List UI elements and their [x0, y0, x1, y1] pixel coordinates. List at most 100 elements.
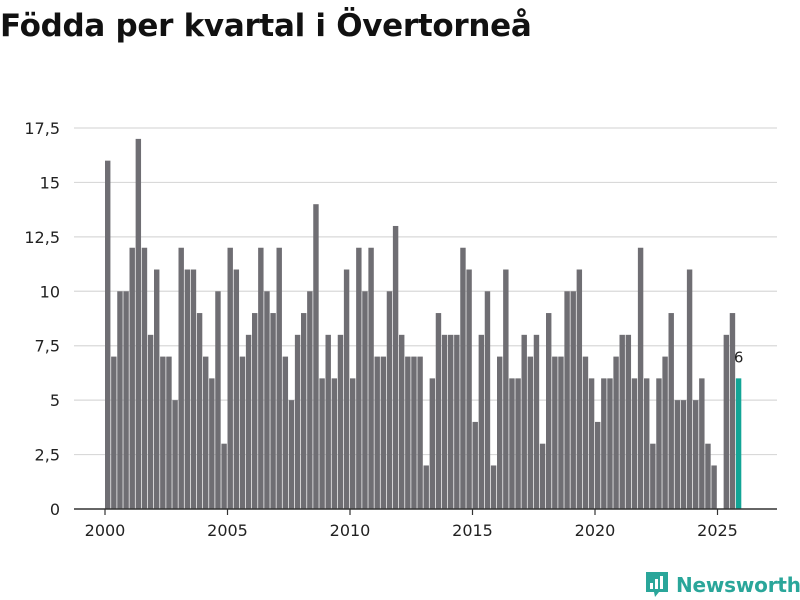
bar — [178, 247, 184, 510]
bar — [215, 291, 221, 509]
bar — [111, 356, 117, 509]
bar — [123, 291, 129, 509]
bar — [233, 269, 240, 509]
bar — [472, 421, 478, 509]
bar — [533, 334, 540, 509]
bar — [337, 334, 344, 509]
bar — [686, 269, 693, 509]
bar — [570, 291, 576, 509]
bars — [105, 138, 742, 510]
bar — [723, 334, 730, 509]
bar — [515, 378, 521, 509]
bar — [509, 378, 515, 509]
bar — [558, 356, 564, 509]
bar — [399, 334, 405, 509]
bar — [595, 421, 601, 509]
bar — [135, 138, 142, 509]
bar — [497, 356, 503, 509]
bar — [729, 313, 736, 509]
bar — [307, 291, 313, 509]
bar — [460, 247, 466, 510]
bar — [392, 225, 399, 509]
bar — [539, 443, 546, 509]
bar — [276, 247, 282, 510]
bar — [552, 356, 558, 509]
bar — [105, 160, 111, 509]
bar — [196, 313, 203, 509]
bar — [435, 313, 442, 509]
bar — [699, 378, 705, 509]
bar — [490, 465, 497, 509]
x-tick-label: 2000 — [85, 521, 126, 540]
bar — [239, 356, 246, 509]
bar — [619, 334, 625, 509]
bar — [129, 247, 135, 510]
bar — [258, 247, 264, 510]
y-tick-label: 5 — [50, 391, 60, 410]
bar — [417, 356, 423, 509]
bar — [644, 378, 650, 509]
bar — [368, 247, 374, 510]
bar — [601, 378, 607, 509]
bar — [637, 247, 644, 510]
bar — [227, 247, 233, 510]
bar — [386, 291, 393, 509]
bar — [411, 356, 417, 509]
bar — [405, 356, 411, 509]
bar — [252, 313, 258, 509]
y-tick-label: 7,5 — [35, 337, 60, 356]
bar — [650, 443, 656, 509]
chart-title: Födda per kvartal i Övertorneå — [0, 8, 532, 44]
x-tick-label: 2025 — [697, 521, 738, 540]
bar — [282, 356, 289, 509]
bar — [264, 291, 270, 509]
bar — [546, 313, 552, 509]
y-tick-label: 2,5 — [35, 446, 60, 465]
bar — [711, 465, 717, 509]
bar — [705, 443, 711, 509]
bar — [588, 378, 595, 509]
bar — [693, 400, 699, 509]
bar — [203, 356, 209, 509]
x-tick-label: 2010 — [330, 521, 371, 540]
y-tick-label: 0 — [50, 500, 60, 519]
bar — [288, 400, 295, 509]
brand-name: Newsworthy — [676, 573, 800, 597]
bar — [166, 356, 172, 509]
bar — [656, 378, 662, 509]
bar — [313, 204, 319, 509]
bar — [478, 334, 485, 509]
bar — [380, 356, 387, 509]
bar — [356, 247, 362, 510]
y-tick-label: 17,5 — [24, 119, 60, 138]
bar — [154, 269, 160, 509]
y-tick-label: 12,5 — [24, 228, 60, 247]
bar — [674, 400, 681, 509]
bar — [362, 291, 368, 509]
bar — [319, 378, 325, 509]
bar — [466, 269, 472, 509]
bar — [209, 378, 215, 509]
bar — [454, 334, 460, 509]
y-tick-label: 15 — [40, 173, 60, 192]
labels: 0 2,5 5 7,5 10 12,5 15 17,5 6 2000 2005 2010 2015 202… — [24, 119, 743, 540]
bar — [521, 334, 527, 509]
bar — [631, 378, 638, 509]
bar — [668, 313, 674, 509]
bar — [325, 334, 331, 509]
bar — [582, 356, 589, 509]
bar — [680, 400, 687, 509]
bar — [294, 334, 301, 509]
bar — [423, 465, 429, 509]
bar-value-label: 6 — [734, 348, 744, 366]
bar — [331, 378, 338, 509]
bar — [184, 269, 191, 509]
bar — [245, 334, 252, 509]
bar — [270, 313, 276, 509]
newsworthy-logo: Newsworthy — [644, 570, 800, 600]
bar — [141, 247, 148, 510]
bar — [374, 356, 380, 509]
bar — [117, 291, 123, 509]
bar — [350, 378, 356, 509]
bar — [527, 356, 534, 509]
